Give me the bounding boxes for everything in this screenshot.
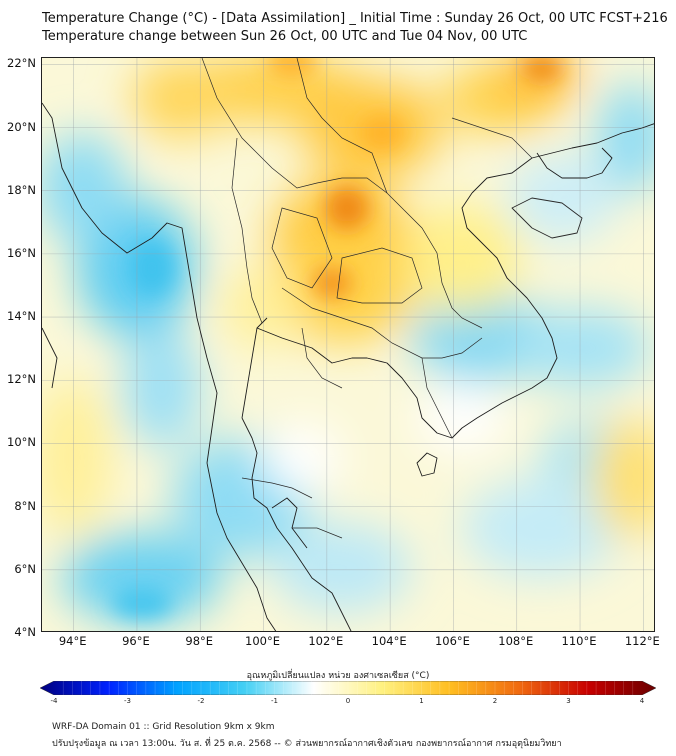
longitude-label: 104°E <box>371 634 407 648</box>
title-line-1: Temperature Change (°C) - [Data Assimila… <box>42 11 668 26</box>
colorbar-tick-label: 0 <box>345 697 351 705</box>
longitude-label: 94°E <box>58 634 87 648</box>
colorbar-tick-label: 3 <box>566 697 571 705</box>
longitude-label: 110°E <box>561 634 597 648</box>
colorbar-tick-label: 4 <box>639 697 645 705</box>
longitude-label: 96°E <box>122 634 150 648</box>
longitude-label: 98°E <box>185 634 214 648</box>
colorbar-tick-label: -3 <box>124 697 131 705</box>
temperature-field-map <box>42 58 654 631</box>
footer-model-info: WRF-DA Domain 01 :: Grid Resolution 9km … <box>52 722 275 732</box>
colorbar-label: อุณหภูมิเปลี่ยนแปลง หน่วย องศาเซลเซียส (… <box>246 671 430 681</box>
latitude-label: 10°N <box>7 435 36 450</box>
latitude-label: 6°N <box>14 561 36 576</box>
latitude-label: 18°N <box>7 182 36 197</box>
latitude-label: 12°N <box>7 372 36 387</box>
colorbar-tick-label: 2 <box>492 697 498 705</box>
longitude-label: 100°E <box>245 634 281 648</box>
latitude-label: 20°N <box>7 119 36 134</box>
longitude-label: 108°E <box>498 634 534 648</box>
colorbar-tick-label: -1 <box>271 697 278 705</box>
colorbar-tick-label: -4 <box>50 697 58 705</box>
longitude-label: 106°E <box>434 634 470 648</box>
latitude-label: 14°N <box>7 309 36 324</box>
title-line-2: Temperature change between Sun 26 Oct, 0… <box>42 29 528 44</box>
latitude-label: 8°N <box>14 498 36 513</box>
latitude-label: 4°N <box>14 625 36 639</box>
longitude-label: 102°E <box>308 634 344 648</box>
colorbar-tick-label: 1 <box>419 697 424 705</box>
latitude-label: 22°N <box>7 56 36 71</box>
map-panel <box>41 57 655 632</box>
latitude-label: 16°N <box>7 245 36 260</box>
colorbar <box>40 681 656 695</box>
colorbar-tick-label: -2 <box>197 697 205 705</box>
longitude-label: 112°E <box>624 634 660 648</box>
footer-credit: ปรับปรุงข้อมูล ณ เวลา 13:00น. วัน ส. ที่… <box>52 739 562 749</box>
